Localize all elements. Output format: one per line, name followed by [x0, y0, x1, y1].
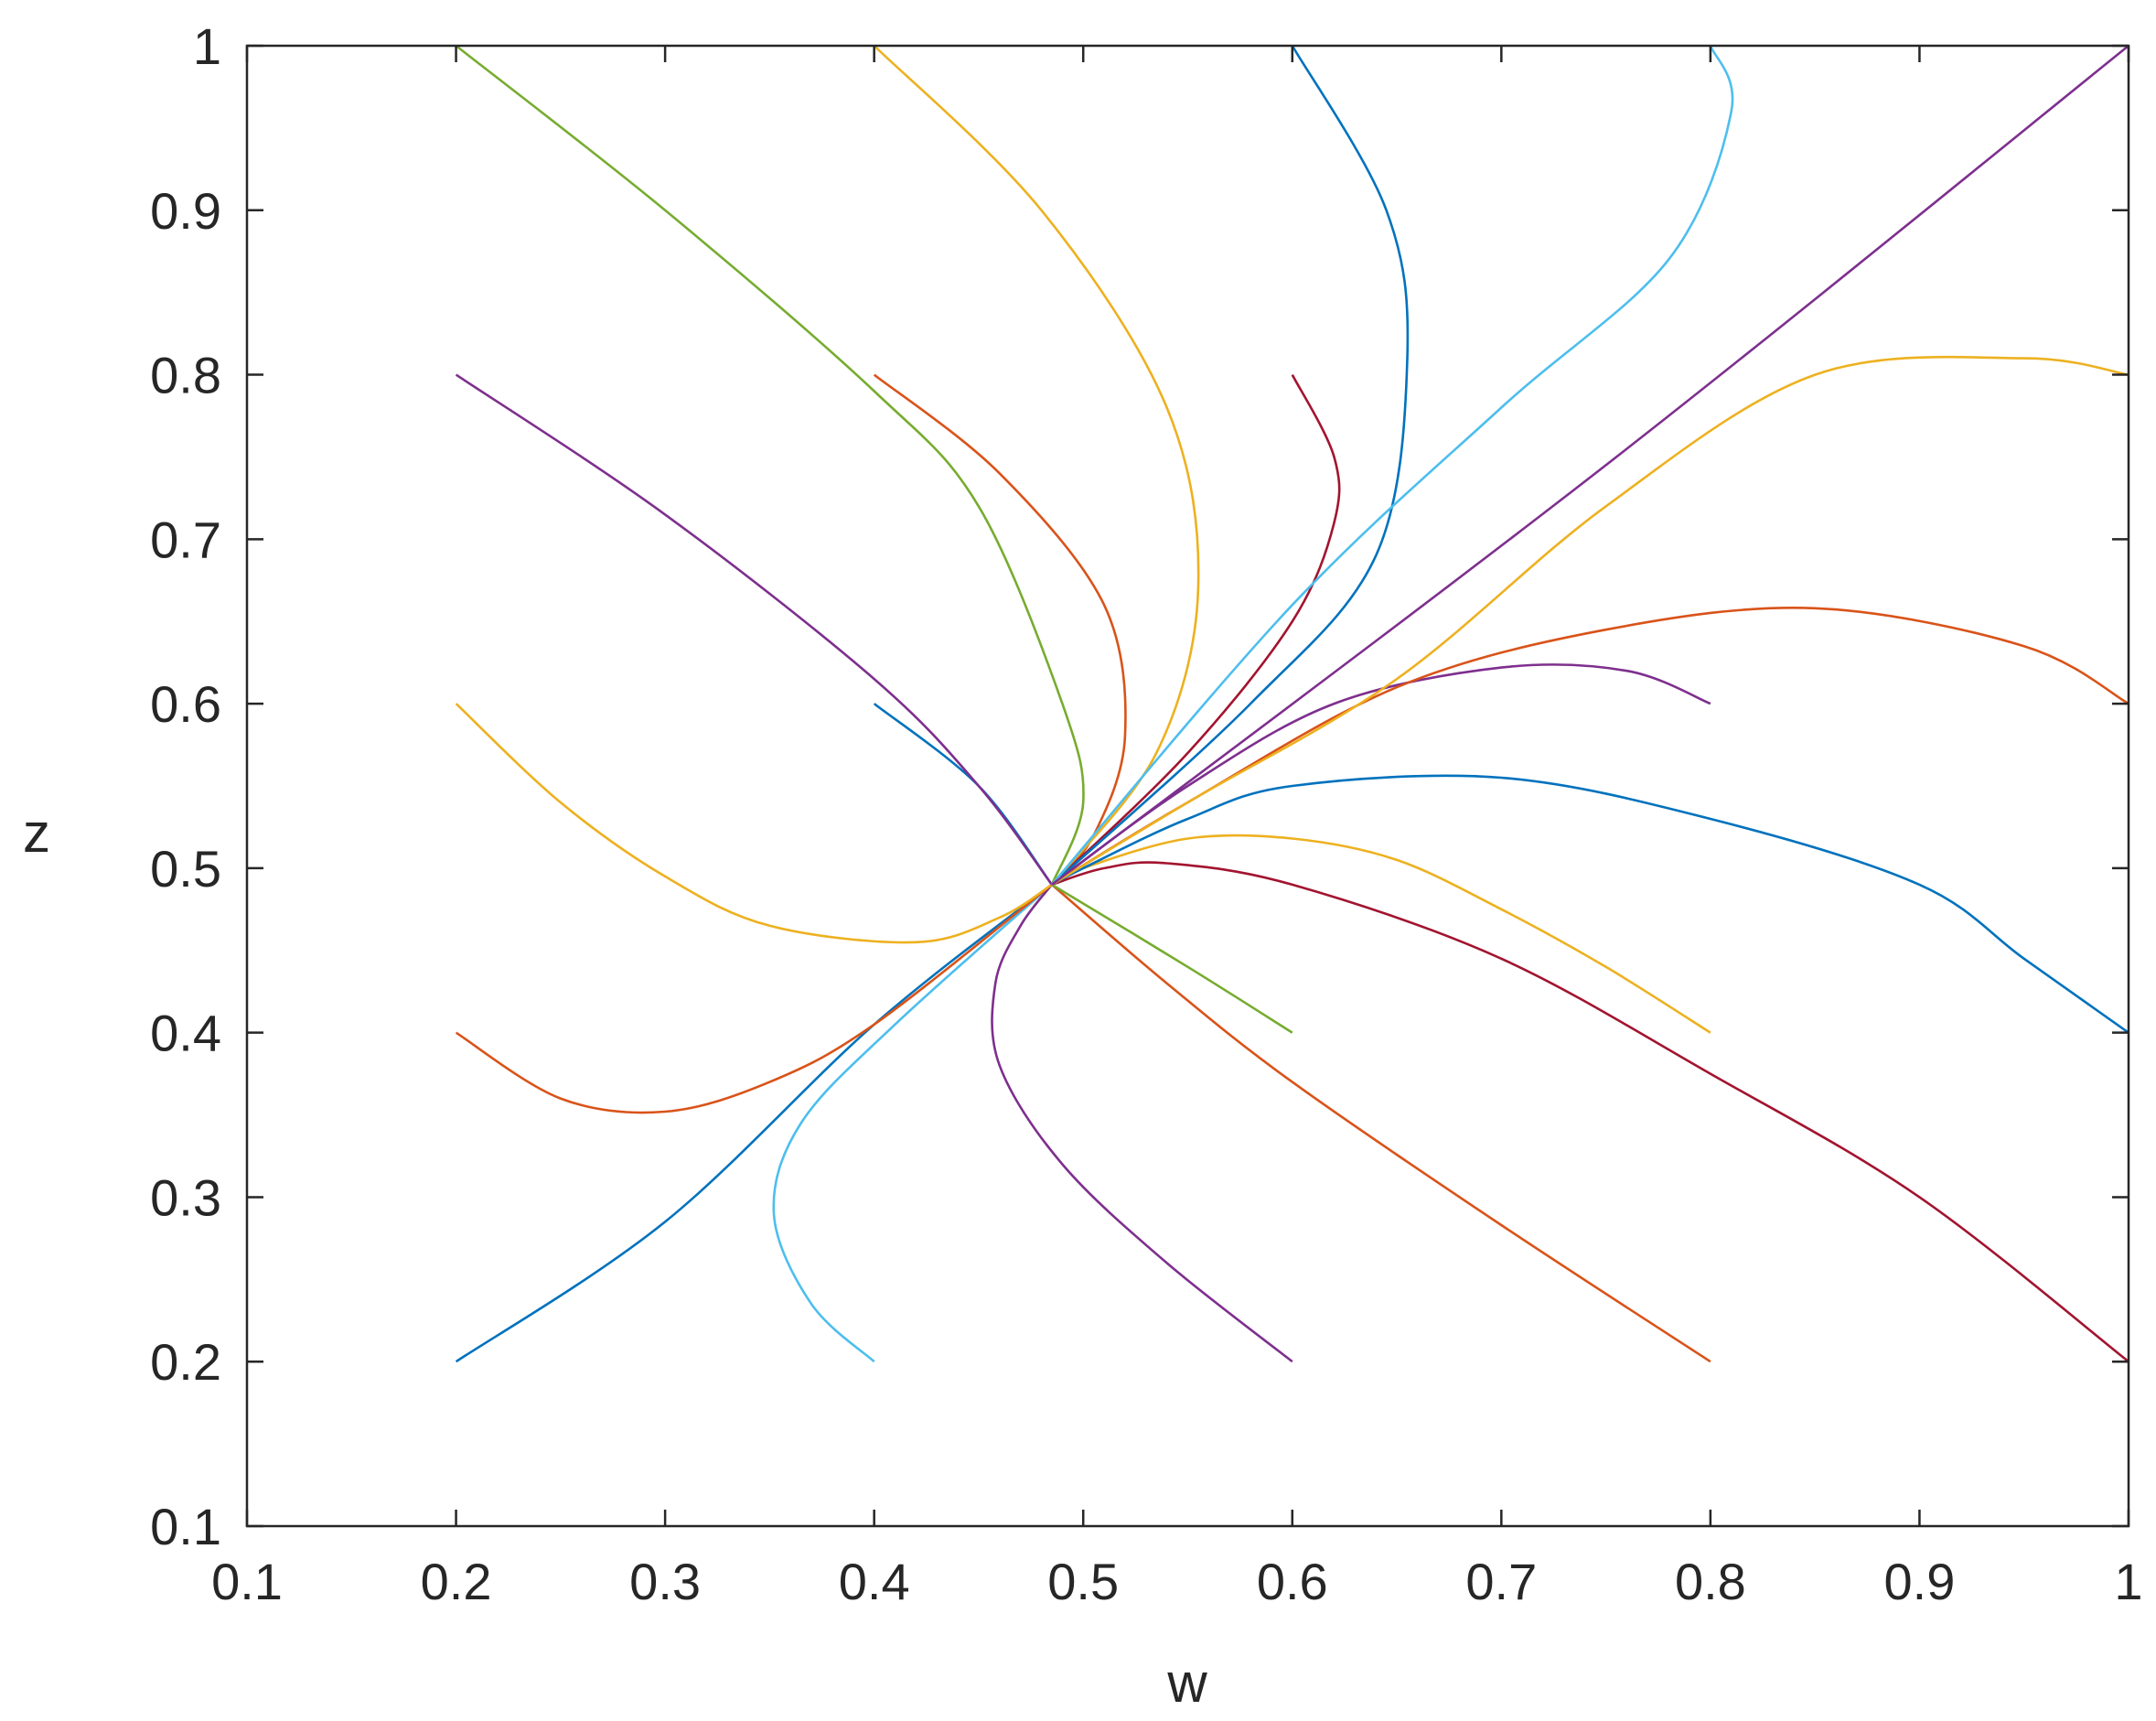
trajectory-line-8 — [1051, 834, 1711, 1034]
x-tick-label-5: 0.5 — [1047, 1553, 1119, 1610]
trajectory-line-1 — [455, 883, 1053, 1363]
trajectory-line-5 — [1051, 861, 2129, 1363]
y-axis-label: z — [23, 802, 50, 864]
trajectory-line-20 — [1051, 45, 1410, 886]
trajectory-line-18 — [455, 44, 1085, 886]
trajectory-line-2 — [772, 883, 1053, 1363]
ticks-layer: 0.1 0.2 0.3 0.4 0.5 0.6 0.7 0.8 0.9 1 0.1 0.2 0.3 0.4… — [150, 17, 2142, 1610]
trajectory-line-7 — [1051, 883, 1293, 1034]
x-tick-label-7: 0.7 — [1465, 1553, 1537, 1610]
trajectory-line-14 — [455, 373, 1053, 886]
trajectory-line-16 — [1050, 374, 1341, 886]
y-tick-label-8: 0.8 — [150, 347, 221, 404]
trajectory-line-6 — [455, 883, 1053, 1114]
trajectory-line-22 — [1051, 44, 2129, 886]
y-tick-label-2: 0.2 — [150, 1333, 221, 1391]
x-tick-label-3: 0.3 — [629, 1553, 701, 1610]
trajectory-line-21 — [1050, 45, 1734, 886]
x-tick-label-10: 1 — [2114, 1553, 2142, 1610]
trajectory-line-19 — [873, 45, 1200, 886]
x-tick-label-8: 0.8 — [1675, 1553, 1746, 1610]
y-tick-label-9: 0.9 — [150, 182, 221, 240]
x-tick-label-2: 0.2 — [421, 1553, 492, 1610]
series-layer — [455, 44, 2129, 1363]
trajectory-line-9 — [1051, 774, 2129, 1034]
y-tick-label-10: 1 — [193, 17, 221, 75]
trajectory-line-17 — [1051, 355, 2129, 887]
y-tick-label-3: 0.3 — [150, 1168, 221, 1226]
y-tick-label-4: 0.4 — [150, 1005, 221, 1062]
axes-box — [245, 44, 2130, 1528]
x-tick-label-9: 0.9 — [1884, 1553, 1956, 1610]
y-tick-label-6: 0.6 — [150, 675, 221, 733]
x-tick-label-4: 0.4 — [839, 1553, 910, 1610]
y-tick-label-1: 0.1 — [150, 1498, 221, 1555]
x-tick-label-6: 0.6 — [1257, 1553, 1328, 1610]
y-tick-label-7: 0.7 — [150, 511, 221, 568]
x-axis-label: w — [1166, 1652, 1207, 1714]
y-tick-label-5: 0.5 — [150, 840, 221, 898]
trajectory-line-10 — [455, 703, 1053, 944]
x-tick-label-1: 0.1 — [211, 1553, 283, 1610]
trajectory-line-3 — [991, 884, 1293, 1363]
trajectory-line-4 — [1051, 883, 1711, 1363]
